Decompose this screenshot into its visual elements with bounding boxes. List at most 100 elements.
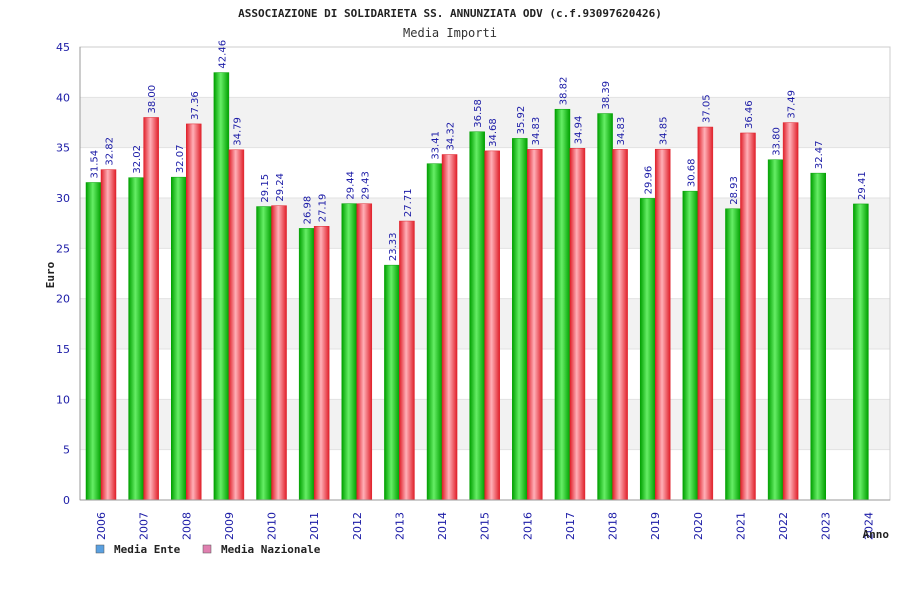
chart-subtitle: Media Importi (403, 26, 497, 40)
bar-media-nazionale-2022 (782, 122, 799, 501)
legend-swatch-media-nazionale (202, 544, 212, 554)
bar-value-label: 34.83 (616, 117, 627, 146)
bar-media-ente-2014 (426, 163, 443, 501)
y-tick-label: 40 (56, 91, 70, 104)
bar-value-label: 34.32 (446, 122, 457, 151)
bar-value-label: 30.68 (686, 159, 697, 188)
bar-media-nazionale-2007 (143, 117, 159, 501)
x-tick-label: 2006 (95, 512, 108, 540)
y-tick-label: 25 (56, 242, 70, 255)
bar-value-label: 34.85 (659, 117, 670, 146)
x-tick-label: 2009 (223, 512, 236, 540)
bar-value-label: 29.24 (275, 173, 286, 202)
bar-media-ente-2016 (512, 138, 528, 501)
bar-value-label: 33.80 (772, 127, 783, 156)
y-tick-label: 0 (63, 494, 70, 507)
x-tick-label: 2019 (649, 512, 662, 540)
bar-value-label: 32.02 (132, 145, 143, 174)
bar-media-ente-2011 (298, 228, 315, 501)
bar-media-nazionale-2019 (654, 148, 671, 501)
bar-media-nazionale-2016 (527, 149, 543, 501)
x-tick-label: 2016 (521, 512, 534, 540)
bar-value-label: 34.79 (232, 117, 243, 146)
bar-value-label: 32.07 (175, 145, 186, 174)
bar-value-label: 42.46 (217, 40, 228, 69)
bar-media-nazionale-2015 (484, 150, 500, 501)
x-tick-label: 2021 (734, 512, 747, 540)
x-tick-label: 2017 (564, 512, 577, 540)
bar-value-label: 27.71 (403, 188, 414, 217)
y-tick-label: 35 (56, 142, 70, 155)
bar-value-label: 23.33 (388, 233, 399, 262)
x-tick-label: 2008 (180, 512, 193, 540)
bar-media-nazionale-2010 (271, 205, 287, 501)
bar-value-label: 36.46 (744, 100, 755, 129)
bar-media-ente-2017 (554, 108, 571, 501)
bar-media-nazionale-2011 (313, 226, 330, 501)
x-tick-label: 2014 (436, 512, 449, 540)
y-tick-label: 15 (56, 343, 70, 356)
bar-media-nazionale-2013 (399, 220, 415, 501)
chart-title: ASSOCIAZIONE DI SOLIDARIETA SS. ANNUNZIA… (238, 7, 662, 20)
bar-media-ente-2022 (767, 159, 784, 501)
y-tick-label: 30 (56, 192, 70, 205)
y-axis-ticks: 0 5 10 15 20 25 30 35 40 45 (56, 41, 70, 507)
bar-value-label: 37.05 (701, 94, 712, 123)
bar-value-label: 26.98 (303, 196, 314, 225)
x-axis-ticks: 2006 2007 2008 2009 2010 2011 2012 2013 2014 2015… (95, 512, 875, 540)
bar-media-ente-2009 (213, 72, 230, 501)
bar-media-ente-2019 (639, 198, 656, 501)
legend-label-media-ente: Media Ente (114, 543, 181, 556)
bar-value-label: 29.96 (644, 166, 655, 195)
bar-media-ente-2006 (85, 182, 102, 501)
bar-value-label: 38.00 (147, 85, 158, 114)
x-tick-label: 2023 (820, 512, 833, 540)
x-tick-label: 2015 (479, 512, 492, 540)
bar-media-nazionale-2006 (100, 169, 117, 501)
x-tick-label: 2012 (351, 512, 364, 540)
bar-media-ente-2021 (725, 208, 741, 501)
bar-value-label: 34.83 (531, 117, 542, 146)
bar-media-ente-2013 (384, 264, 400, 501)
y-tick-label: 45 (56, 41, 70, 54)
bar-value-label: 32.47 (814, 140, 825, 169)
y-tick-label: 10 (56, 393, 70, 406)
bar-media-ente-2008 (171, 176, 187, 501)
bar-value-label: 29.15 (260, 174, 271, 203)
bar-media-ente-2020 (682, 190, 699, 501)
bar-value-label: 34.94 (573, 116, 584, 145)
x-tick-label: 2024 (862, 512, 875, 540)
bar-value-label: 27.19 (318, 194, 329, 223)
legend-label-media-nazionale: Media Nazionale (221, 543, 321, 556)
bar-media-ente-2015 (469, 131, 485, 501)
bar-value-label: 37.49 (787, 90, 798, 119)
x-tick-label: 2020 (692, 512, 705, 540)
bar-value-label: 34.68 (488, 118, 499, 147)
bar-value-label: 32.82 (105, 137, 116, 166)
bar-media-nazionale-2014 (441, 154, 458, 501)
bar-media-ente-2010 (256, 206, 272, 501)
bar-media-nazionale-2021 (740, 132, 756, 501)
bar-media-ente-2023 (810, 172, 826, 501)
bar-media-nazionale-2018 (612, 149, 628, 501)
y-axis-label: Euro (44, 261, 57, 288)
y-tick-label: 5 (63, 444, 70, 457)
y-tick-label: 20 (56, 293, 70, 306)
bar-value-label: 36.58 (473, 99, 484, 128)
legend-swatch-media-ente (95, 544, 105, 554)
bar-value-label: 29.44 (345, 171, 356, 200)
bar-media-ente-2007 (128, 177, 144, 501)
bar-media-nazionale-2009 (228, 149, 245, 501)
x-tick-label: 2011 (308, 512, 321, 540)
value-labels: 31.54 32.82 32.02 38.00 32.07 37.36 42.46 34.79… (90, 40, 868, 261)
bar-value-label: 33.41 (431, 131, 442, 160)
bar-media-nazionale-2008 (186, 123, 202, 501)
bar-value-label: 28.93 (729, 176, 740, 205)
bar-value-label: 29.43 (360, 171, 371, 200)
x-tick-label: 2022 (777, 512, 790, 540)
bar-value-label: 35.92 (516, 106, 527, 135)
bar-value-label: 29.41 (857, 171, 868, 200)
x-axis-label: Anno (863, 528, 890, 541)
bar-value-label: 37.36 (190, 91, 201, 120)
